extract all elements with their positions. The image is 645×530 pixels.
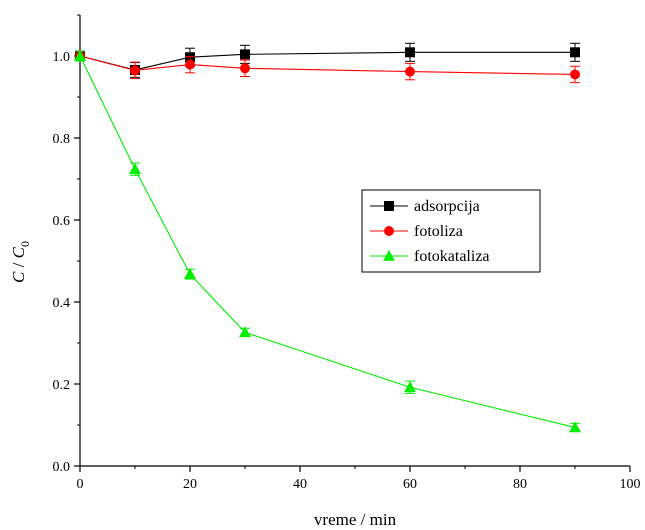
- data-point: [404, 381, 416, 393]
- x-axis-title: vreme / min: [314, 510, 397, 529]
- data-point: [184, 268, 196, 279]
- y-tick-label: 0.6: [53, 214, 71, 229]
- series-line: [79, 55, 576, 428]
- data-point: [185, 59, 195, 70]
- series-line: [79, 55, 576, 75]
- y-axis-title-sub-base: C: [9, 246, 28, 258]
- x-tick-label: 40: [293, 477, 307, 492]
- y-tick-label: 0.4: [53, 296, 71, 311]
- y-axis-title-sub-index: 0: [18, 241, 32, 247]
- y-tick-label: 1.0: [53, 50, 71, 65]
- data-point: [405, 47, 415, 58]
- y-axis: 0.0 0.2 0.4 0.6 0.8 1.0: [53, 14, 80, 475]
- y-axis-title: C / C0: [9, 241, 32, 283]
- legend-marker: [384, 226, 394, 236]
- y-tick-label: 0.2: [53, 378, 71, 393]
- data-point: [129, 163, 141, 174]
- series-fotokataliza: [74, 50, 581, 433]
- legend-item: fotoliza: [370, 223, 463, 240]
- legend-item: adsorpcija: [370, 198, 480, 215]
- y-tick-label: 0.8: [53, 132, 71, 147]
- x-tick-label: 60: [403, 477, 417, 492]
- plot-frame: [79, 15, 630, 467]
- legend-label: fotokataliza: [414, 248, 490, 265]
- data-point: [570, 47, 580, 58]
- legend-label: adsorpcija: [414, 198, 480, 215]
- series-line: [79, 51, 575, 71]
- data-point: [405, 66, 415, 77]
- data-point: [74, 50, 86, 61]
- data-point: [569, 421, 581, 433]
- y-tick-label: 0.0: [53, 460, 71, 475]
- legend-marker: [383, 250, 395, 261]
- legend: adsorpcija fotoliza fotokataliza: [361, 189, 541, 273]
- series-layer: [74, 42, 581, 433]
- x-axis: 0 20 40 60 80 100: [77, 466, 641, 492]
- data-point: [130, 65, 140, 76]
- x-tick-label: 100: [620, 477, 641, 492]
- y-axis-title-sep: /: [9, 258, 28, 271]
- series-adsorpcija: [75, 42, 580, 78]
- legend-marker: [384, 201, 394, 211]
- x-tick-label: 20: [183, 477, 197, 492]
- data-point: [240, 49, 250, 60]
- series-fotoliza: [75, 50, 580, 84]
- data-point: [240, 63, 250, 74]
- x-tick-label: 80: [513, 477, 527, 492]
- legend-item: fotokataliza: [370, 248, 490, 265]
- y-axis-title-main: C: [9, 271, 28, 283]
- legend-label: fotoliza: [414, 223, 463, 240]
- data-point: [239, 326, 251, 338]
- data-point: [570, 69, 580, 80]
- x-tick-label: 0: [77, 477, 84, 492]
